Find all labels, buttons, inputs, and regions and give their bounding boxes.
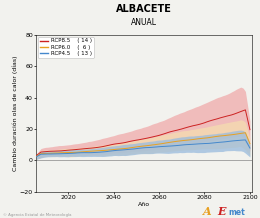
Text: ANUAL: ANUAL (131, 18, 157, 27)
Y-axis label: Cambio duración olas de calor (días): Cambio duración olas de calor (días) (13, 56, 18, 171)
Legend: RCP8.5    ( 14 ), RCP6.0    (  6 ), RCP4.5    ( 13 ): RCP8.5 ( 14 ), RCP6.0 ( 6 ), RCP4.5 ( 13… (38, 37, 94, 58)
Text: E: E (217, 206, 226, 217)
Text: met: met (228, 208, 245, 217)
X-axis label: Año: Año (138, 202, 150, 207)
Text: © Agencia Estatal de Meteorología: © Agencia Estatal de Meteorología (3, 213, 71, 217)
Text: ALBACETE: ALBACETE (116, 5, 172, 14)
Text: A: A (203, 206, 211, 217)
